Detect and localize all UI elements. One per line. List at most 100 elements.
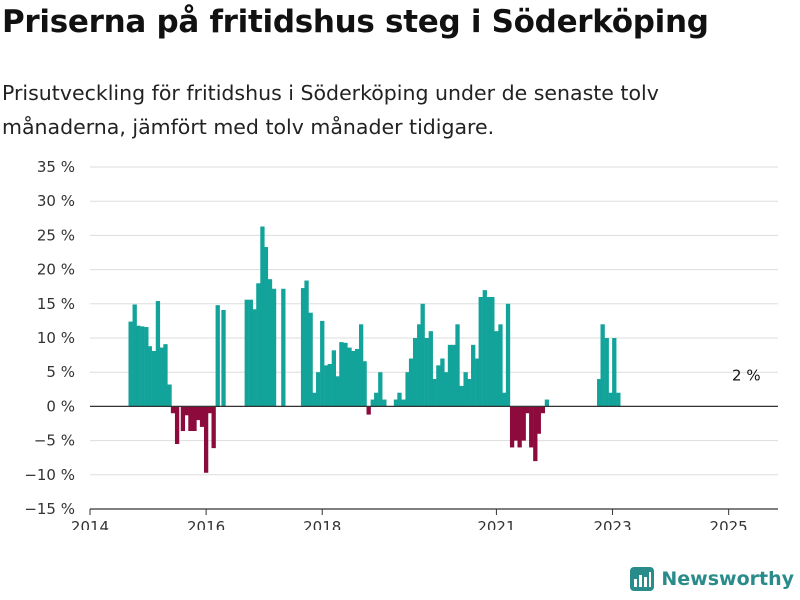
- gridlines: [90, 166, 778, 510]
- bar: [339, 342, 344, 407]
- bars: [128, 226, 621, 473]
- bar: [370, 399, 375, 407]
- bar: [490, 296, 495, 407]
- bar: [151, 350, 157, 407]
- bar: [529, 406, 534, 448]
- bar: [471, 344, 476, 407]
- y-tick-label: 0 %: [46, 397, 75, 415]
- x-tick-label: 2021: [477, 518, 515, 530]
- bar: [144, 327, 149, 407]
- bar: [170, 406, 176, 414]
- bar: [256, 283, 261, 407]
- bar: [408, 358, 414, 407]
- bar: [354, 348, 360, 407]
- bar: [215, 305, 220, 407]
- y-tick-label: −10 %: [24, 466, 75, 484]
- bar: [405, 372, 410, 407]
- bar: [501, 392, 507, 407]
- bar: [378, 372, 383, 407]
- bar: [358, 324, 364, 407]
- bar-chart: −15 % −10 % −5 % 0 % 5 % 10 % 15 % 20 % 25 % 30 %…: [24, 158, 778, 530]
- y-tick-label: 10 %: [37, 329, 75, 347]
- bar: [128, 321, 133, 407]
- bar: [382, 399, 387, 407]
- bar: [208, 406, 213, 414]
- bar: [192, 406, 197, 432]
- bar: [203, 406, 209, 473]
- y-tick-label: 30 %: [37, 192, 75, 210]
- bar: [463, 372, 468, 407]
- bar: [163, 344, 168, 407]
- bar: [540, 406, 546, 414]
- bar: [300, 288, 306, 407]
- bar: [440, 358, 445, 407]
- bar: [525, 406, 530, 414]
- bar: [533, 406, 538, 462]
- bar: [281, 288, 286, 407]
- bar: [308, 312, 313, 407]
- bar: [412, 338, 418, 407]
- bar: [320, 320, 325, 407]
- bar: [271, 288, 277, 407]
- bar: [509, 406, 515, 448]
- bar: [331, 350, 336, 407]
- bar: [498, 324, 503, 407]
- bar: [136, 325, 141, 407]
- bar: [366, 406, 371, 415]
- bar: [494, 331, 499, 407]
- bar: [304, 280, 309, 407]
- x-tick-label: 2023: [593, 518, 631, 530]
- bar: [600, 324, 605, 407]
- bar: [199, 406, 205, 427]
- bar: [155, 301, 161, 407]
- axes: [90, 405, 778, 510]
- bar: [447, 344, 453, 407]
- bar: [604, 338, 609, 407]
- bar: [428, 331, 433, 407]
- bar: [417, 324, 422, 407]
- bar: [263, 247, 269, 407]
- bar: [521, 406, 526, 441]
- bar: [505, 303, 511, 407]
- bar: [327, 363, 332, 407]
- bar: [188, 406, 193, 432]
- bar: [616, 392, 621, 407]
- bar: [267, 279, 273, 407]
- bar: [443, 372, 449, 407]
- bar: [486, 296, 492, 407]
- bar: [420, 303, 425, 407]
- x-tick-label: 2025: [710, 518, 748, 530]
- bar: [335, 376, 341, 407]
- bar: [597, 379, 602, 407]
- bar: [159, 347, 164, 407]
- bar: [221, 309, 226, 407]
- y-tick-label: 5 %: [46, 363, 75, 381]
- bar: [401, 399, 406, 407]
- bar: [244, 299, 249, 407]
- bar: [147, 346, 152, 407]
- bar: [174, 406, 180, 445]
- bar: [544, 399, 550, 407]
- bar: [451, 344, 457, 407]
- bar: [343, 342, 348, 407]
- brand-logo: Newsworthy: [629, 566, 794, 592]
- bar: [252, 309, 257, 407]
- bar: [184, 406, 190, 416]
- bar: [612, 338, 617, 407]
- bar: [374, 392, 379, 407]
- bar: [248, 299, 253, 407]
- bar: [536, 406, 541, 434]
- bar: [324, 365, 329, 407]
- bar: [424, 338, 429, 407]
- bar: [316, 372, 321, 407]
- brand-name: Newsworthy: [661, 568, 794, 590]
- bar: [312, 392, 317, 407]
- y-tick-label: 35 %: [37, 158, 75, 176]
- newsworthy-logo-icon: [630, 567, 655, 591]
- bar: [167, 384, 172, 407]
- bar: [608, 392, 613, 407]
- chart-subtitle: Prisutveckling för fritidshus i Söderköp…: [2, 81, 659, 139]
- bar: [132, 304, 137, 407]
- bar: [513, 406, 518, 441]
- bar: [478, 296, 483, 407]
